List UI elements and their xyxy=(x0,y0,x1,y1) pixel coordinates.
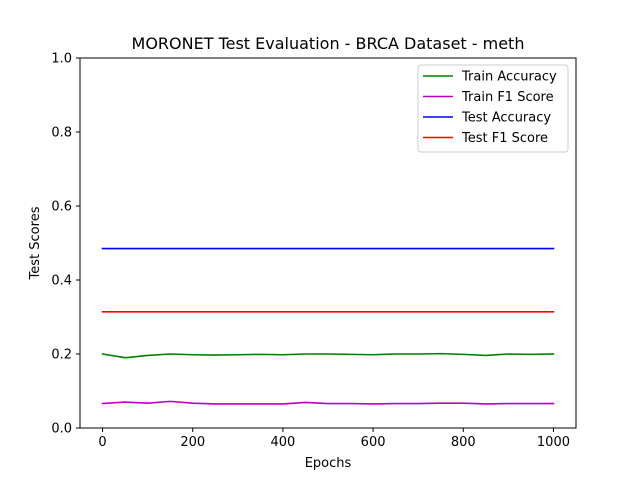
y-tick-label: 0.8 xyxy=(51,126,72,141)
chart-title: MORONET Test Evaluation - BRCA Dataset -… xyxy=(132,34,525,53)
x-tick-label: 1000 xyxy=(537,435,570,450)
plot-area xyxy=(101,247,555,405)
series-line-0 xyxy=(101,352,555,359)
y-tick-label: 1.0 xyxy=(51,52,72,67)
x-tick-label: 0 xyxy=(98,435,106,450)
y-tick-label: 0.2 xyxy=(51,348,72,363)
y-tick-label: 0.4 xyxy=(51,274,72,289)
x-tick-label: 600 xyxy=(361,435,386,450)
y-tick-label: 0.6 xyxy=(51,200,72,215)
legend-label: Train F1 Score xyxy=(461,90,554,105)
x-tick-label: 800 xyxy=(451,435,476,450)
legend-label: Train Accuracy xyxy=(461,70,557,85)
series-line-1 xyxy=(101,400,555,405)
legend-box xyxy=(417,64,569,153)
axes-frame xyxy=(79,57,577,429)
legend-label: Test F1 Score xyxy=(461,131,548,146)
x-tick-label: 400 xyxy=(270,435,295,450)
legend-label: Test Accuracy xyxy=(461,111,551,126)
x-axis-label: Epochs xyxy=(305,456,352,471)
y-tick-label: 0.0 xyxy=(51,422,72,437)
y-axis-label: Test Scores xyxy=(28,206,43,280)
legend: Train Accuracy Train F1 Score Test Accurac… xyxy=(417,64,569,153)
axis-ticks: 0 200 400 600 800 1000 0.0 0.2 0.4 0.6 0.8 1.0 xyxy=(51,52,570,451)
x-tick-label: 200 xyxy=(180,435,205,450)
